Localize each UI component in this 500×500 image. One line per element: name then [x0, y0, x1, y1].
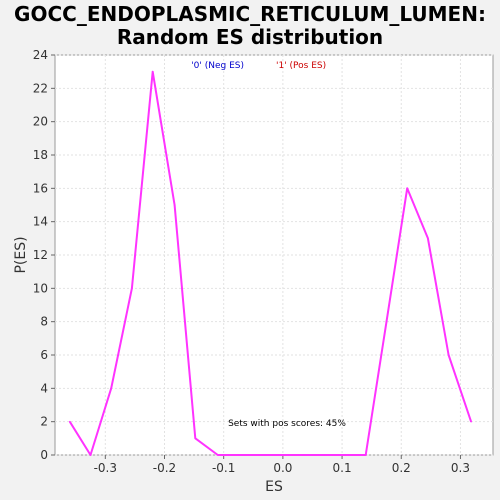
chart-title-line1: GOCC_ENDOPLASMIC_RETICULUM_LUMEN: [14, 2, 486, 26]
data-point [217, 454, 219, 456]
data-point [152, 71, 154, 73]
y-tick-label: 8 [40, 315, 48, 329]
data-point [69, 421, 71, 423]
y-tick-label: 16 [33, 181, 48, 195]
data-point [131, 288, 133, 290]
y-tick-label: 10 [33, 281, 48, 295]
chart-title-line2: Random ES distribution [117, 25, 383, 49]
y-axis-label: P(ES) [13, 236, 29, 273]
data-point [258, 454, 260, 456]
y-tick-label: 12 [33, 248, 48, 262]
data-point [427, 238, 429, 240]
x-axis-label: ES [265, 479, 283, 495]
legend-neg-label: '0' (Neg ES) [191, 61, 244, 71]
legend-pos-label: '1' (Pos ES) [276, 61, 326, 71]
data-point [365, 454, 367, 456]
x-tick-label: 0.3 [451, 461, 470, 475]
y-tick-label: 4 [40, 381, 48, 395]
y-tick-label: 2 [40, 415, 48, 429]
data-point [344, 454, 346, 456]
x-tick-label: 0.1 [333, 461, 352, 475]
data-point [194, 438, 196, 440]
y-tick-label: 14 [33, 215, 48, 229]
x-tick-label: 0.2 [392, 461, 411, 475]
y-tick-label: 24 [33, 48, 48, 62]
data-point [324, 454, 326, 456]
data-point [90, 454, 92, 456]
data-point [448, 354, 450, 356]
data-point [470, 421, 472, 423]
x-tick-label: -0.3 [94, 461, 117, 475]
y-tick-label: 20 [33, 115, 48, 129]
y-tick-label: 18 [33, 148, 48, 162]
y-tick-label: 22 [33, 81, 48, 95]
data-point [282, 454, 284, 456]
x-tick-label: -0.1 [212, 461, 235, 475]
x-tick-label: -0.2 [153, 461, 176, 475]
pos-scores-annotation: Sets with pos scores: 45% [228, 419, 346, 429]
y-tick-label: 0 [40, 448, 48, 462]
data-point [386, 321, 388, 323]
data-point [174, 204, 176, 206]
data-point [303, 454, 305, 456]
x-tick-label: 0.0 [273, 461, 292, 475]
x-axis: -0.3 -0.2 -0.1 0.0 0.1 0.2 0.3 [94, 455, 470, 475]
y-tick-label: 6 [40, 348, 48, 362]
data-point [110, 388, 112, 390]
data-point [406, 188, 408, 190]
data-point [238, 454, 240, 456]
